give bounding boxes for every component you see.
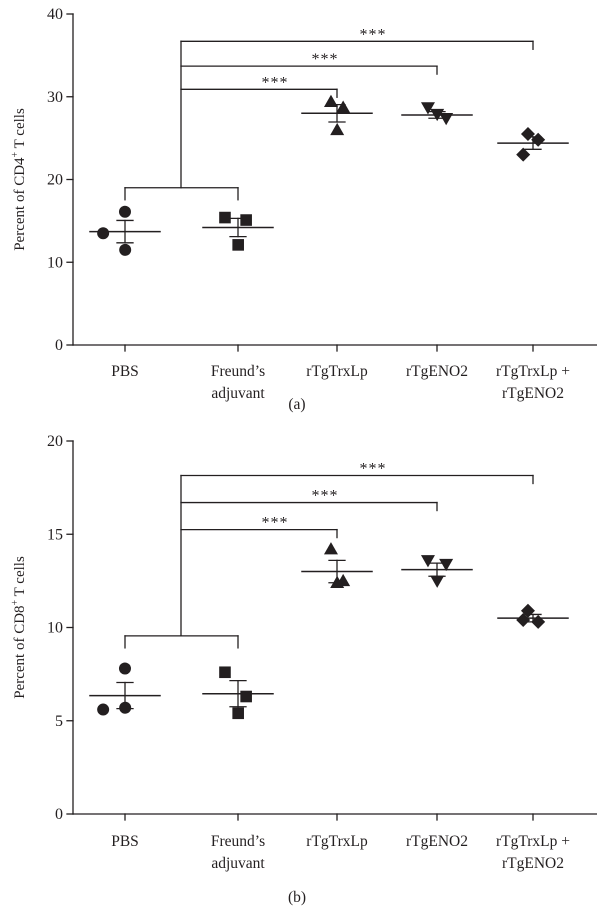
data-point-diamond [520, 126, 535, 141]
x-category-label: rTgTrxLp [306, 833, 368, 850]
data-point-square [240, 690, 252, 703]
x-category-label: Freund’s [211, 833, 265, 850]
y-tick-label: 15 [47, 526, 63, 543]
x-category-label: rTgTrxLp + [496, 833, 570, 850]
y-axis-label-text: Percent of CD4 [12, 157, 28, 251]
data-point-triangle-down [420, 102, 435, 115]
data-point-diamond [516, 613, 531, 628]
significance-label: *** [360, 26, 387, 43]
y-axis-label-superscript: + [10, 599, 21, 605]
data-point-triangle-down [420, 555, 435, 568]
x-category-label: PBS [111, 833, 139, 850]
x-category-label: adjuvant [211, 385, 265, 402]
data-point-circle [118, 662, 131, 675]
data-point-circle [97, 227, 110, 240]
data-point-square [219, 666, 231, 679]
y-tick-label: 40 [47, 6, 63, 23]
x-category-label: rTgENO2 [502, 855, 564, 872]
significance-label: *** [262, 515, 289, 532]
panel-label: (a) [288, 396, 305, 413]
y-tick-label: 30 [47, 89, 63, 106]
panel-a: 0 10 20 30 40 Percent of CD4+ T cells PBS Freun… [10, 6, 597, 413]
data-point-square [240, 214, 252, 226]
data-point-triangle-up [330, 122, 345, 136]
y-tick-label: 0 [55, 337, 63, 354]
data-point-triangle-up [330, 575, 345, 588]
data-point-circle [119, 243, 132, 256]
data-point-triangle-down [430, 108, 445, 122]
y-tick-label: 20 [47, 433, 63, 450]
data-point-diamond [516, 147, 531, 162]
data-point-triangle-down [439, 558, 454, 572]
significance-label: *** [262, 74, 289, 91]
y-axis-label: Percent of CD4+ T cells [10, 108, 28, 251]
data-point-triangle-down [430, 575, 445, 588]
x-category-label: rTgTrxLp + [496, 363, 570, 380]
panel-label: (b) [288, 889, 306, 906]
y-tick-label: 5 [55, 713, 63, 730]
x-category-label: PBS [111, 363, 139, 380]
x-category-label: rTgENO2 [406, 833, 468, 850]
data-point-triangle-up [336, 100, 351, 113]
data-point-circle [118, 205, 131, 218]
x-category-label: adjuvant [211, 855, 265, 872]
y-tick-label: 10 [47, 620, 63, 637]
y-axis-label-superscript: + [10, 151, 21, 157]
data-point-diamond [520, 603, 535, 618]
x-category-label: rTgENO2 [502, 385, 564, 402]
data-point-square [232, 707, 244, 720]
significance-label: *** [360, 461, 387, 478]
data-point-circle [97, 703, 110, 716]
y-tick-label: 20 [47, 172, 63, 189]
significance-label: *** [312, 488, 339, 505]
x-category-label: rTgENO2 [406, 363, 468, 380]
data-point-triangle-up [323, 542, 338, 555]
y-axis-label: Percent of CD8+ T cells [10, 556, 28, 699]
data-point-diamond [531, 132, 546, 147]
y-tick-label: 0 [55, 806, 63, 823]
y-tick-label: 10 [47, 254, 63, 271]
significance-label: *** [312, 51, 339, 68]
data-point-square [232, 239, 244, 251]
y-axis-label-suffix: T cells [12, 108, 28, 152]
data-point-triangle-up [323, 94, 338, 107]
data-point-circle [119, 701, 132, 714]
x-category-label: Freund’s [211, 363, 265, 380]
data-point-triangle-down [439, 113, 454, 126]
data-point-square [219, 211, 231, 224]
y-axis-label-text: Percent of CD8 [12, 605, 28, 698]
data-point-diamond [531, 614, 546, 629]
x-category-label: rTgTrxLp [306, 363, 368, 380]
y-axis-label-suffix: T cells [12, 556, 28, 600]
panel-b: 0 5 10 15 20 Percent of CD8+ T cells PBS Freund… [10, 433, 597, 906]
